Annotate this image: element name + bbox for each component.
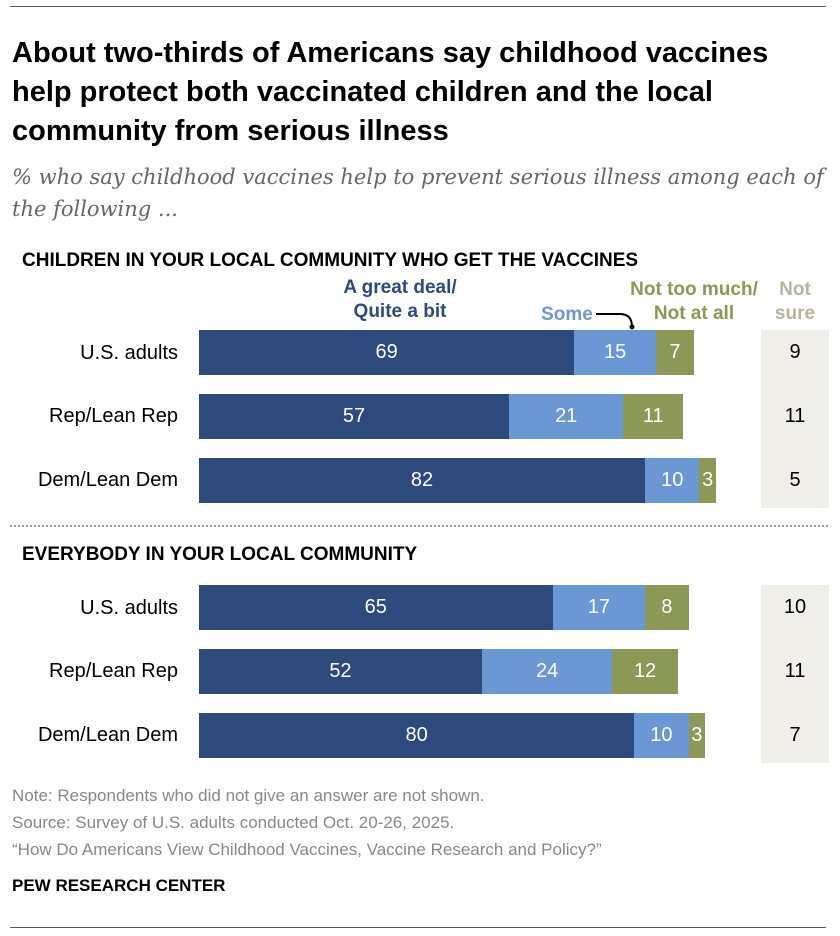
bar-value-label: 21 <box>555 405 578 427</box>
row-label-rep: Rep/Lean Rep <box>49 405 178 427</box>
legend-not-sure-line2: sure <box>774 303 816 324</box>
bar-value-label: 10 <box>661 469 684 491</box>
bar-great-deal: 57 <box>199 394 510 439</box>
bar-some: 15 <box>574 330 656 375</box>
not-sure-value: 9 <box>789 341 801 363</box>
chart-title: About two-thirds of Americans say childh… <box>12 37 769 147</box>
brand-name: PEW RESEARCH CENTER <box>12 876 226 895</box>
not-sure-value: 11 <box>784 660 806 682</box>
footer-note: Note: Respondents who did not give an an… <box>12 786 485 805</box>
not-sure-value: 7 <box>789 724 801 746</box>
row-label-rep: Rep/Lean Rep <box>49 660 178 682</box>
not-sure-column-panel2 <box>761 585 829 763</box>
bar-value-label: 8 <box>661 596 673 618</box>
row-label-dem: Dem/Lean Dem <box>37 724 178 746</box>
bottom-rule <box>10 927 826 928</box>
bar-some: 10 <box>634 713 689 758</box>
bar-not-too-much: 3 <box>699 458 716 503</box>
bar-value-label: 65 <box>364 596 387 618</box>
legend-some: Some <box>541 304 593 325</box>
bar-value-label: 80 <box>405 724 428 746</box>
legend-great-deal: A great deal/ Quite a bit <box>300 276 500 324</box>
panel-divider <box>10 525 828 527</box>
legend-not-too-much-line2: Not at all <box>653 303 735 324</box>
bar-some: 24 <box>481 649 613 694</box>
bar-some: 17 <box>552 585 646 630</box>
legend-not-too-much: Not too much/ Not at all <box>610 278 778 326</box>
bar-value-label: 11 <box>642 405 664 427</box>
not-sure-value: 5 <box>789 469 801 491</box>
chart-subtitle: % who say childhood vaccines help to pre… <box>12 165 824 221</box>
legend-not-too-much-line1: Not too much/ <box>630 279 758 300</box>
bar-great-deal: 65 <box>199 585 553 630</box>
row-label-us-adults: U.S. adults <box>80 597 178 619</box>
bar-great-deal: 69 <box>199 330 575 375</box>
bar-value-label: 12 <box>633 660 657 682</box>
bar-value-label: 7 <box>669 341 681 363</box>
bar-value-label: 24 <box>536 660 559 682</box>
bar-value-label: 57 <box>342 405 366 427</box>
top-rule <box>10 6 826 7</box>
bar-not-too-much: 12 <box>612 649 678 694</box>
bar-great-deal: 52 <box>199 649 482 694</box>
bar-value-label: 3 <box>702 469 714 491</box>
bar-value-label: 3 <box>691 724 703 746</box>
bar-value-label: 69 <box>375 341 398 363</box>
row-label-us-adults: U.S. adults <box>80 342 178 364</box>
not-sure-value: 11 <box>784 405 806 427</box>
bar-value-label: 17 <box>587 596 610 618</box>
legend-not-sure: Not sure <box>761 278 829 326</box>
panel-title-children: CHILDREN IN YOUR LOCAL COMMUNITY WHO GET… <box>22 250 639 271</box>
legend-some-arrow-icon <box>596 313 635 330</box>
not-sure-value: 10 <box>783 596 807 618</box>
panel-title-everybody: EVERYBODY IN YOUR LOCAL COMMUNITY <box>22 544 418 565</box>
not-sure-column-panel1 <box>761 330 829 508</box>
bar-value-label: 15 <box>604 341 627 363</box>
bar-some: 10 <box>645 458 700 503</box>
bar-value-label: 52 <box>329 660 352 682</box>
bar-value-label: 82 <box>410 469 434 491</box>
bar-not-too-much: 7 <box>655 330 695 375</box>
bar-not-too-much: 3 <box>688 713 705 758</box>
legend-not-sure-line1: Not <box>779 279 811 300</box>
legend-great-deal-line1: A great deal/ <box>343 277 457 298</box>
bar-great-deal: 82 <box>199 458 646 503</box>
bar-great-deal: 80 <box>199 713 635 758</box>
bar-some: 21 <box>509 394 624 439</box>
footer-source: Source: Survey of U.S. adults conducted … <box>12 813 455 832</box>
footer-report: “How Do Americans View Childhood Vaccine… <box>12 840 602 859</box>
bar-not-too-much: 8 <box>645 585 689 630</box>
bar-value-label: 10 <box>650 724 673 746</box>
row-label-dem: Dem/Lean Dem <box>37 469 178 491</box>
legend-great-deal-line2: Quite a bit <box>353 301 447 322</box>
bar-not-too-much: 11 <box>623 394 684 439</box>
